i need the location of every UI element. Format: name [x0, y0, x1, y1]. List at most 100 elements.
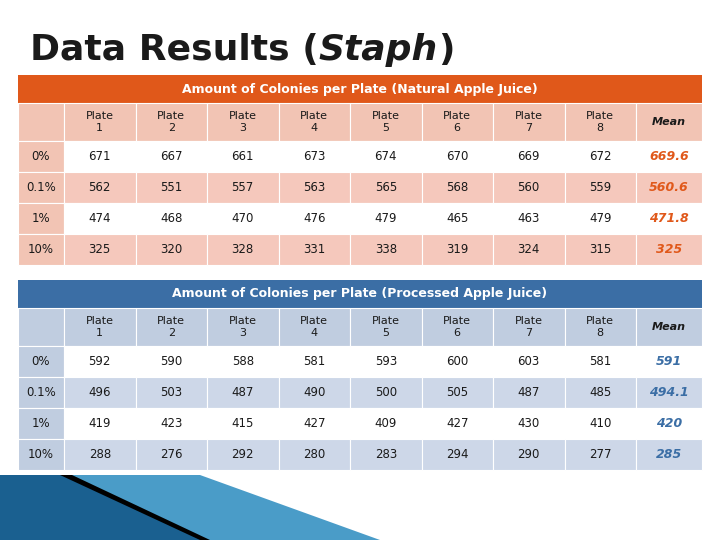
Bar [636, 346, 702, 377]
Text: 562: 562 [89, 181, 111, 194]
Bar [350, 439, 421, 470]
Text: 591: 591 [656, 355, 682, 368]
Text: 560: 560 [518, 181, 540, 194]
Bar [18, 203, 64, 234]
Text: Plate
8: Plate 8 [586, 316, 614, 338]
Bar [279, 203, 350, 234]
Bar [636, 234, 702, 265]
Bar [350, 103, 421, 141]
Bar [135, 346, 207, 377]
Text: 430: 430 [518, 417, 540, 430]
Bar [64, 203, 135, 234]
Text: 563: 563 [303, 181, 325, 194]
Text: Plate
7: Plate 7 [515, 111, 543, 133]
Bar [279, 377, 350, 408]
Bar [207, 203, 279, 234]
Text: Plate
7: Plate 7 [515, 316, 543, 338]
Text: Mean: Mean [652, 322, 686, 332]
Bar [493, 346, 564, 377]
Text: 593: 593 [374, 355, 397, 368]
Text: Data Results (: Data Results ( [30, 33, 319, 67]
Text: Mean: Mean [652, 117, 686, 127]
Text: Plate
1: Plate 1 [86, 316, 114, 338]
Text: 672: 672 [589, 150, 611, 163]
Text: 671: 671 [89, 150, 111, 163]
Text: Plate
4: Plate 4 [300, 316, 328, 338]
Bar [350, 308, 421, 346]
Text: 581: 581 [303, 355, 325, 368]
Bar [135, 172, 207, 203]
Text: 661: 661 [232, 150, 254, 163]
Text: 292: 292 [232, 448, 254, 461]
Bar [421, 203, 493, 234]
Text: 474: 474 [89, 212, 111, 225]
Text: 325: 325 [656, 243, 682, 256]
Bar [279, 439, 350, 470]
Bar [421, 439, 493, 470]
Text: 280: 280 [303, 448, 325, 461]
Bar [636, 172, 702, 203]
Polygon shape [0, 475, 200, 540]
Bar [636, 103, 702, 141]
Bar [207, 172, 279, 203]
Bar [493, 439, 564, 470]
Text: 276: 276 [160, 448, 182, 461]
Bar [64, 141, 135, 172]
Bar [493, 234, 564, 265]
Bar [350, 203, 421, 234]
Text: 0.1%: 0.1% [26, 386, 56, 399]
Bar [636, 141, 702, 172]
Text: Plate
3: Plate 3 [229, 111, 257, 133]
Bar [135, 203, 207, 234]
Text: 667: 667 [160, 150, 182, 163]
Bar [421, 103, 493, 141]
Text: 415: 415 [232, 417, 254, 430]
Text: 427: 427 [446, 417, 469, 430]
Text: 463: 463 [518, 212, 540, 225]
Text: 485: 485 [589, 386, 611, 399]
Bar [564, 103, 636, 141]
Bar [64, 234, 135, 265]
Text: 1%: 1% [32, 212, 50, 225]
Bar [18, 103, 64, 141]
Bar [18, 346, 64, 377]
Bar [207, 439, 279, 470]
Text: 494.1: 494.1 [649, 386, 689, 399]
Text: Plate
3: Plate 3 [229, 316, 257, 338]
Bar [207, 377, 279, 408]
Text: 476: 476 [303, 212, 325, 225]
Bar [18, 172, 64, 203]
Bar [564, 172, 636, 203]
Bar [564, 308, 636, 346]
Text: 560.6: 560.6 [649, 181, 689, 194]
Bar [135, 234, 207, 265]
Text: 427: 427 [303, 417, 325, 430]
Text: 479: 479 [589, 212, 611, 225]
Text: Amount of Colonies per Plate (Processed Apple Juice): Amount of Colonies per Plate (Processed … [172, 287, 548, 300]
Bar [135, 103, 207, 141]
Text: 470: 470 [232, 212, 254, 225]
Bar [493, 103, 564, 141]
Bar [564, 408, 636, 439]
Text: 487: 487 [518, 386, 540, 399]
Bar [279, 103, 350, 141]
Bar [564, 141, 636, 172]
Bar [135, 308, 207, 346]
Bar [207, 234, 279, 265]
Polygon shape [0, 475, 380, 540]
Text: 319: 319 [446, 243, 469, 256]
Bar [279, 141, 350, 172]
Text: 590: 590 [160, 355, 182, 368]
Text: 0.1%: 0.1% [26, 181, 56, 194]
Text: 673: 673 [303, 150, 325, 163]
Bar [279, 234, 350, 265]
Bar [493, 308, 564, 346]
Bar [421, 408, 493, 439]
Bar [18, 377, 64, 408]
Bar [350, 172, 421, 203]
Bar [350, 377, 421, 408]
Text: 419: 419 [89, 417, 111, 430]
Text: 285: 285 [656, 448, 682, 461]
Bar [64, 103, 135, 141]
Bar [636, 203, 702, 234]
